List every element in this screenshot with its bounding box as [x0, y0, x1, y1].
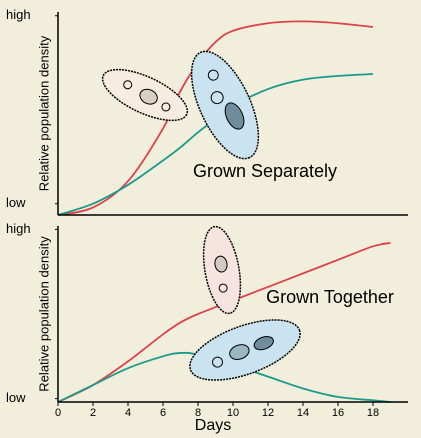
y-axis-label: Relative population density: [36, 236, 51, 392]
y-tick-label: low: [6, 195, 26, 210]
x-tick-label: 8: [195, 407, 201, 419]
x-tick-label: 18: [367, 407, 379, 419]
series-line: [57, 242, 391, 403]
x-axis-label: Days: [195, 417, 231, 434]
x-tick-label: 2: [90, 407, 96, 419]
x-tick-label: 16: [332, 407, 344, 419]
x-tick-label: 6: [160, 407, 166, 419]
annotation: Grown Together: [266, 287, 394, 307]
paramecium: [190, 50, 260, 160]
y-tick-label: high: [6, 7, 31, 22]
x-tick-label: 12: [262, 407, 274, 419]
paramecia: [101, 50, 301, 381]
annotation: Grown Separately: [193, 161, 337, 181]
paramecium: [101, 68, 189, 122]
x-tick-label: 10: [227, 407, 239, 419]
y-tick-label: high: [6, 221, 31, 236]
paramecium: [202, 225, 242, 315]
paramecium: [189, 319, 301, 381]
x-tick-label: 14: [297, 407, 309, 419]
y-axis-label: Relative population density: [36, 35, 51, 191]
x-tick-label: 4: [125, 407, 131, 419]
x-tick-label: 0: [55, 407, 61, 419]
series-line: [57, 73, 374, 216]
y-tick-label: low: [6, 390, 26, 405]
